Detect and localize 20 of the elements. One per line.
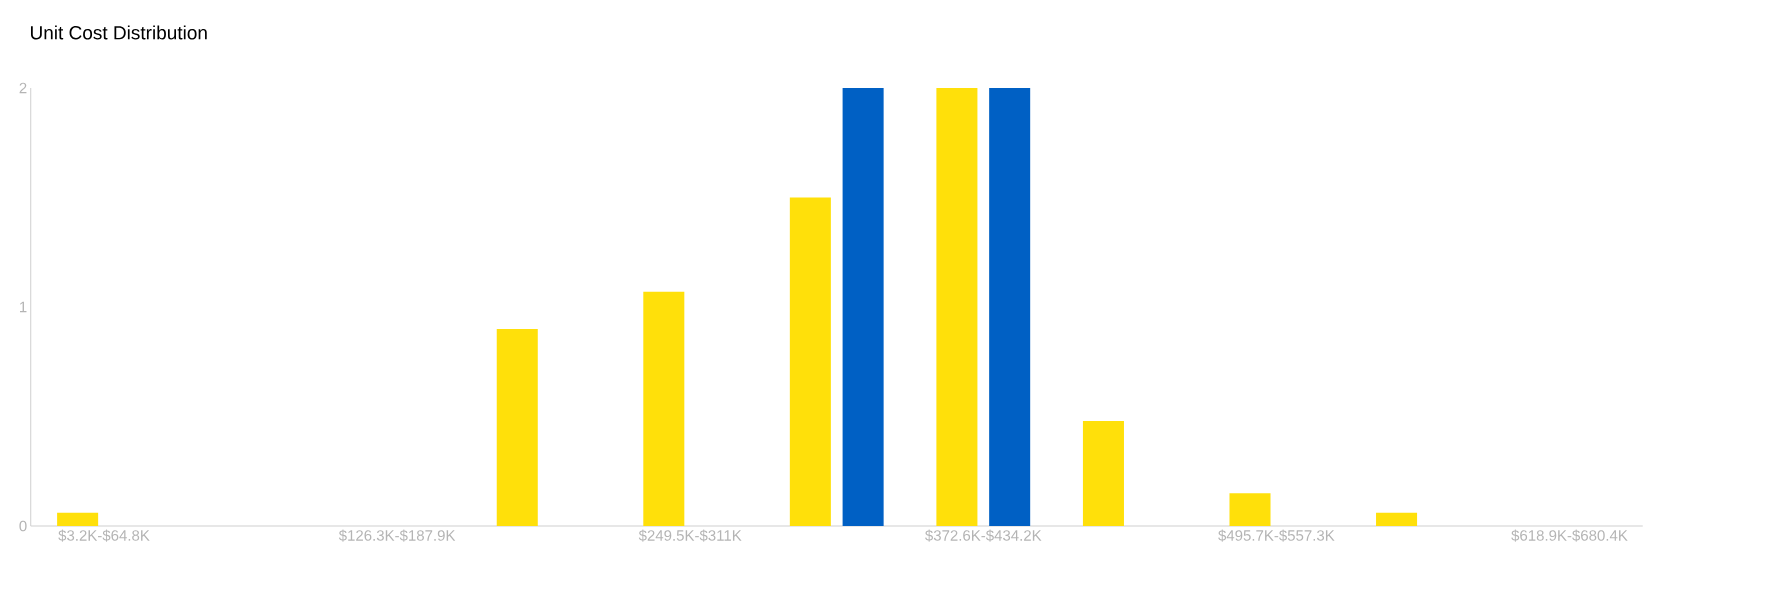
bar	[643, 291, 685, 526]
bar	[1229, 493, 1271, 526]
bar	[57, 512, 99, 526]
bar	[789, 197, 831, 526]
y-tick-label: 1	[20, 301, 27, 313]
x-tick-label: $618.9K-$680.4K	[1511, 529, 1628, 542]
y-tick-label: 2	[19, 82, 27, 94]
x-tick-label: $3.2K-$64.8K	[58, 529, 150, 542]
bar	[1376, 512, 1418, 526]
x-tick-label: $495.7K-$557.3K	[1218, 529, 1335, 542]
x-tick-label: $126.3K-$187.9K	[338, 529, 456, 542]
bar	[989, 88, 1031, 526]
bar	[496, 328, 538, 526]
y-tick-label: 0	[19, 520, 27, 532]
bar	[1082, 420, 1124, 526]
bar	[842, 88, 884, 526]
bar	[936, 88, 978, 526]
x-tick-label: $249.5K-$311K	[638, 529, 742, 542]
x-tick-label: $372.6K-$434.2K	[925, 529, 1042, 542]
chart-title: Unit Cost Distribution	[30, 25, 207, 40]
